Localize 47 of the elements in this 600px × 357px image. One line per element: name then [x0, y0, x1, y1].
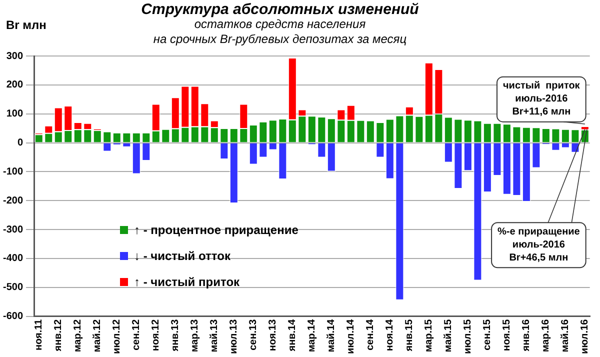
y-tick-label: -400	[3, 253, 24, 264]
x-tick-label: июл.15	[462, 318, 474, 354]
y-tick-label: -200	[3, 195, 24, 206]
x-tick-label: мар.12	[72, 318, 84, 352]
x-tick-label: мар.14	[306, 318, 318, 352]
x-tick-label: ноя.14	[384, 318, 396, 352]
x-tick-label: сен.13	[248, 318, 260, 350]
annotation: чистый приток июль-2016 Br+11,6 млн	[502, 80, 581, 118]
x-tick-label: июл.16	[580, 318, 591, 354]
y-tick-label: -300	[3, 224, 24, 236]
x-tick-label: янв.14	[287, 318, 298, 352]
y-tick-label: -600	[3, 311, 24, 322]
x-tick-label: янв.15	[404, 318, 416, 352]
x-tick-label: сен.15	[482, 318, 494, 350]
x-tick-label: мар.13	[190, 318, 201, 352]
x-tick-label: июл.14	[346, 318, 357, 354]
legend-label: ↑ - чистый приток	[134, 274, 240, 291]
y-tick-label: 0	[17, 138, 24, 149]
legend-label: ↑ - процентное приращение	[134, 222, 298, 239]
x-tick-label: май.12	[92, 318, 104, 352]
x-tick-label: ноя.11	[34, 318, 45, 351]
x-tick-label: янв.12	[53, 318, 64, 352]
x-tick-label: мар.16	[540, 318, 552, 352]
y-axis-title: Br млн	[6, 18, 46, 32]
x-tick-label: мар.15	[424, 318, 435, 352]
x-tick-label: ноя.13	[268, 318, 279, 352]
x-tick-label: май.14	[326, 318, 338, 352]
x-tick-label: сен.12	[131, 318, 142, 350]
chart-subtitle: остатков средств населения на срочных Br-рублевых депозитах за месяц	[153, 17, 408, 47]
legend-label: ↓ - чистый отток	[134, 248, 230, 265]
y-tick-label: 300	[6, 50, 24, 62]
x-tick-label: янв.13	[170, 318, 182, 352]
y-tick-label: 200	[6, 80, 24, 91]
y-tick-label: 100	[6, 108, 24, 120]
x-tick-label: сен.14	[365, 318, 376, 350]
x-tick-label: май.16	[560, 318, 572, 352]
x-tick-label: янв.16	[521, 318, 532, 352]
y-tick-label: -100	[3, 166, 24, 178]
annotation: %-е приращение июль-2016 Br+46,5 млн	[498, 226, 580, 264]
x-tick-label: июл.12	[112, 318, 123, 354]
x-tick-label: июл.13	[228, 318, 240, 354]
y-tick-label: -500	[3, 282, 24, 294]
x-tick-label: ноя.15	[502, 318, 513, 352]
x-tick-label: май.13	[209, 318, 220, 352]
chart-title: Структура абсолютных изменений	[140, 1, 420, 18]
x-tick-label: май.15	[443, 318, 454, 352]
x-tick-label: ноя.12	[150, 318, 162, 352]
